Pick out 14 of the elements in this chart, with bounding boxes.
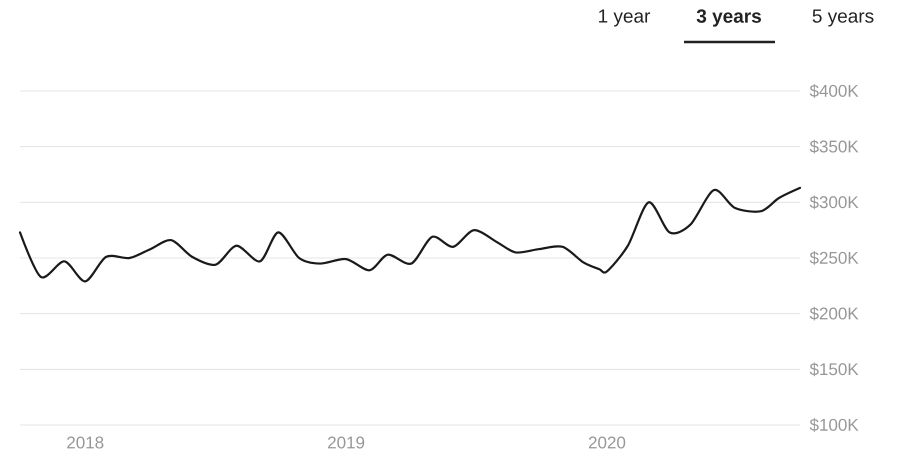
text: 5 years xyxy=(812,9,874,26)
x-tick-label: 2019 xyxy=(328,436,364,449)
y-tick-label: $100K xyxy=(810,418,858,432)
line-series xyxy=(18,186,802,282)
y-tick-label: $300K xyxy=(810,195,858,210)
y-tick-label: $200K xyxy=(810,306,858,321)
y-tick-label: $400K xyxy=(810,84,858,98)
y-tick-label: $350K xyxy=(810,140,858,154)
x-tick-label: 2018 xyxy=(67,436,104,449)
text: 3 years xyxy=(696,9,761,27)
y-tick-label: $150K xyxy=(810,362,858,376)
x-tick-label: 2020 xyxy=(588,436,626,449)
text: 1 year xyxy=(599,9,650,26)
y-tick-label: $250K xyxy=(810,251,858,265)
